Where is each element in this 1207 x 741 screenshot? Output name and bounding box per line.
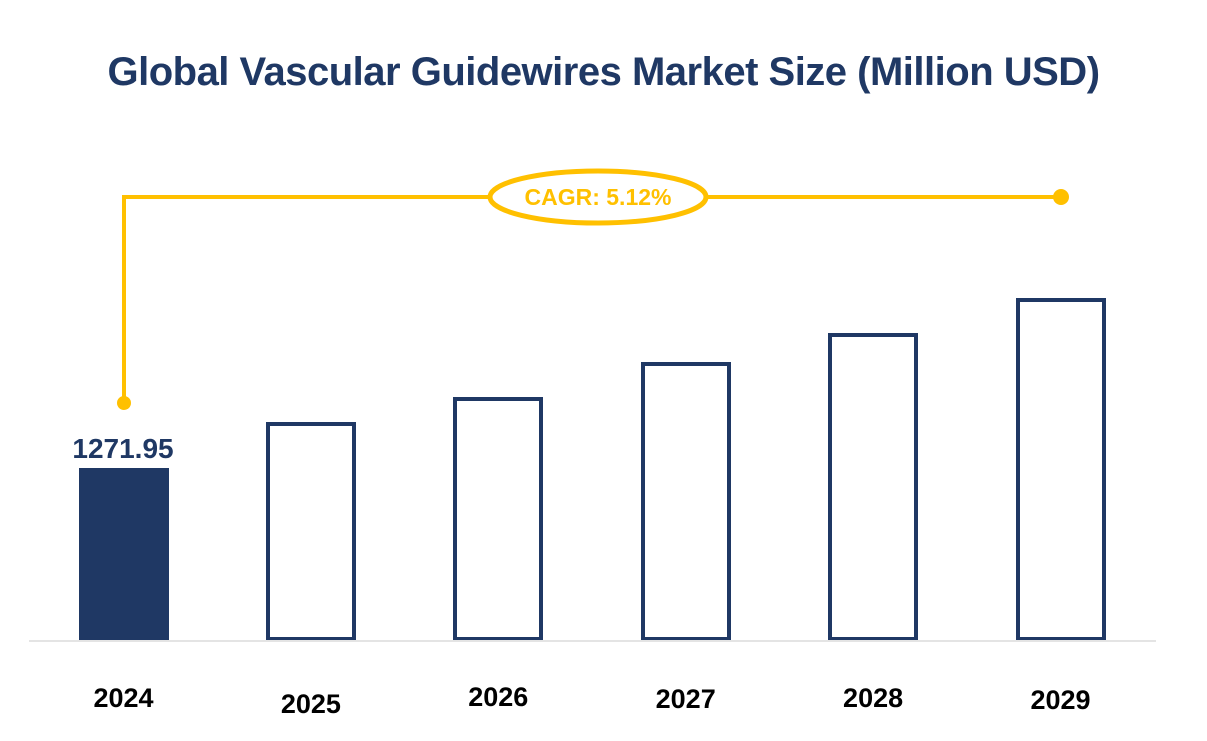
x-tick-label-2028: 2028 xyxy=(843,683,904,713)
x-axis-line xyxy=(29,640,1156,642)
bar-2026 xyxy=(453,397,544,641)
chart-title: Global Vascular Guidewires Market Size (… xyxy=(107,50,1100,94)
x-tick-label-2024: 2024 xyxy=(93,683,154,713)
bar-value-label-2024: 1271.95 xyxy=(72,433,174,464)
bar-2025 xyxy=(265,422,356,641)
x-tick-label-2027: 2027 xyxy=(655,684,716,714)
x-tick-label-2029: 2029 xyxy=(1030,685,1091,715)
x-tick-label-2026: 2026 xyxy=(468,682,529,712)
bar-2024 xyxy=(78,468,169,641)
bar-2029 xyxy=(1015,298,1106,641)
x-tick-label-2025: 2025 xyxy=(280,689,341,719)
bar-2028 xyxy=(828,333,919,641)
bar-2027 xyxy=(640,362,731,641)
